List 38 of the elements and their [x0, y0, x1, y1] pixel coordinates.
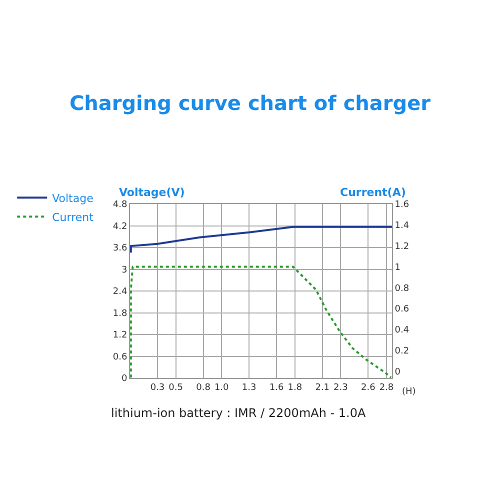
x-axis-title: (H): [402, 387, 416, 397]
chart-title: Charging curve chart of charger: [69, 91, 431, 115]
y-axis-title: Voltage(V): [119, 186, 185, 199]
x-tick-label: 1.0: [214, 382, 230, 393]
legend-label: Voltage: [52, 192, 94, 205]
x-tick-label: 2.1: [315, 382, 330, 393]
y2-tick-label: 0.6: [394, 304, 410, 315]
line-series: [130, 226, 392, 254]
y2-tick-label: 1: [394, 262, 401, 273]
y2-tick-label: 1.2: [394, 242, 410, 252]
y-tick-label: 3.6: [112, 244, 128, 254]
y-tick-label: 1.2: [112, 330, 128, 341]
y-tick-label: 0: [121, 374, 128, 384]
x-tick-label: 0.8: [196, 382, 211, 393]
y2-tick-label: 0.2: [394, 346, 410, 356]
y-tick-label: 1.8: [112, 308, 128, 319]
x-tick-label: 0.5: [168, 382, 183, 393]
y-tick-label: 4.2: [112, 222, 128, 232]
y2-tick-label: 0: [394, 367, 401, 378]
y2-tick-label: 1.4: [394, 221, 410, 232]
legend-label: Current: [52, 210, 94, 224]
y-tick-label: 3: [121, 265, 128, 276]
x-tick-label: 0.3: [150, 382, 165, 393]
x-tick-label: 2.8: [379, 382, 394, 393]
x-tick-label: 1.6: [269, 382, 284, 393]
line-series: [130, 266, 392, 378]
y2-tick-label: 0.4: [394, 326, 410, 336]
x-tick-label: 2.6: [361, 382, 376, 393]
y-tick-label: 4.8: [112, 200, 128, 210]
y2-tick-label: 0.8: [394, 284, 410, 294]
y-tick-label: 0.6: [112, 352, 128, 362]
y2-axis-title: Current(A): [340, 186, 406, 199]
y-tick-label: 2.4: [112, 287, 128, 298]
x-tick-label: 1.8: [288, 382, 302, 393]
x-tick-label: 2.3: [334, 382, 348, 393]
x-tick-label: 1.3: [242, 382, 256, 393]
y2-tick-label: 1.6: [394, 200, 410, 210]
text: lithium-ion battery : IMR / 2200mAh - 1.0A: [111, 406, 366, 420]
